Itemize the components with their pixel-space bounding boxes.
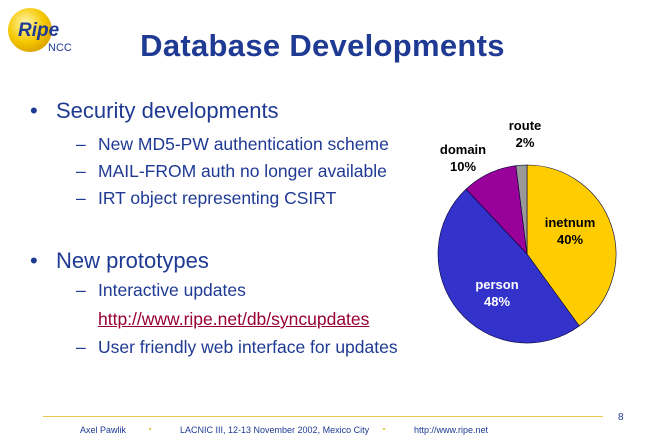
footer-event: LACNIC III, 12-13 November 2002, Mexico … — [180, 425, 370, 435]
svg-text:Ripe: Ripe — [18, 20, 60, 41]
label-route: route 2% — [508, 118, 542, 150]
sub-bullet: – IRT object representing CSIRT — [76, 188, 337, 208]
sub-bullet: – Interactive updates — [76, 280, 246, 300]
sub-bullet: – New MD5-PW authentication scheme — [76, 134, 389, 154]
svg-text:NCC: NCC — [48, 42, 72, 54]
footer-separator — [383, 428, 385, 430]
sub-bullet: – User friendly web interface for updates — [76, 337, 398, 357]
page-title: Database Developments — [140, 28, 505, 63]
pie-slice-route — [515, 164, 528, 255]
pie-slice-person — [437, 188, 580, 344]
pie-slice-inetnum — [526, 164, 617, 327]
label-person: person 48% — [475, 277, 519, 309]
bullet-security: • Security developments — [30, 98, 279, 123]
label-domain: domain 10% — [439, 142, 487, 174]
syncupdates-link[interactable]: http://www.ripe.net/db/syncupdates — [98, 309, 370, 329]
sub-bullet: – MAIL-FROM auth no longer available — [76, 161, 387, 181]
footer-separator — [149, 428, 151, 430]
bullet-prototypes: • New prototypes — [30, 248, 209, 273]
label-inetnum: inetnum 40% — [544, 215, 596, 247]
ripe-ncc-logo: Ripe NCC — [8, 8, 72, 54]
footer-author: Axel Pawlik — [80, 425, 127, 435]
footer-rule — [43, 416, 603, 417]
footer-url[interactable]: http://www.ripe.net — [414, 425, 489, 435]
page-number: 8 — [618, 412, 624, 423]
